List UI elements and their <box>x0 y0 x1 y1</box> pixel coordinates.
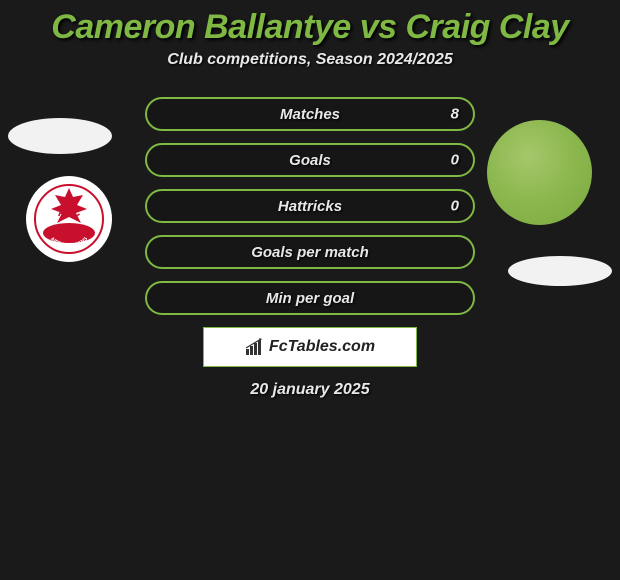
source-logo-box: FcTables.com <box>203 327 417 367</box>
stat-row-matches: Matches 8 <box>145 97 475 131</box>
stat-value-right: 0 <box>451 152 459 169</box>
stat-label: Matches <box>280 106 340 123</box>
stat-label: Min per goal <box>266 290 354 307</box>
stat-row-hattricks: Hattricks 0 <box>145 189 475 223</box>
stat-row-goals-per-match: Goals per match <box>145 235 475 269</box>
stat-value-right: 0 <box>451 198 459 215</box>
stat-label: Goals per match <box>251 244 369 261</box>
stat-label: Hattricks <box>278 198 342 215</box>
date-label: 20 january 2025 <box>0 381 620 399</box>
bar-chart-icon <box>245 338 265 356</box>
stat-value-right: 8 <box>451 106 459 123</box>
source-logo-text: FcTables.com <box>269 338 375 356</box>
stats-list: Matches 8 Goals 0 Hattricks 0 Goals per … <box>0 97 620 315</box>
stat-row-min-per-goal: Min per goal <box>145 281 475 315</box>
stat-row-goals: Goals 0 <box>145 143 475 177</box>
subtitle: Club competitions, Season 2024/2025 <box>0 51 620 69</box>
stat-label: Goals <box>289 152 331 169</box>
page-title: Cameron Ballantye vs Craig Clay <box>0 0 620 51</box>
